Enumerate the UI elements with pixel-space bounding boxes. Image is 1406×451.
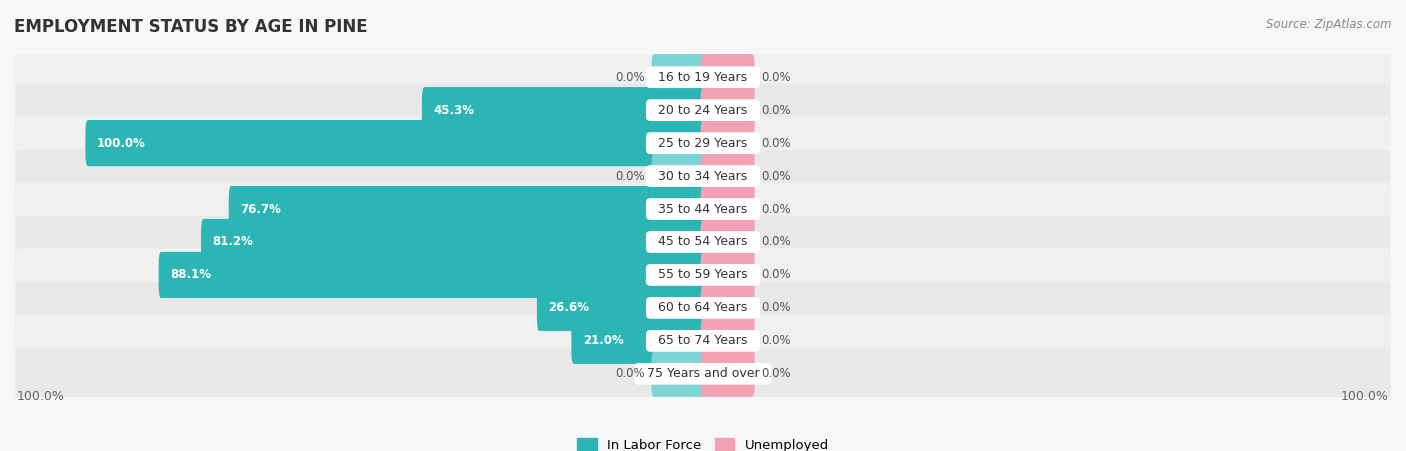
FancyBboxPatch shape bbox=[86, 120, 706, 166]
Text: 75 Years and over: 75 Years and over bbox=[638, 367, 768, 380]
FancyBboxPatch shape bbox=[159, 252, 706, 298]
FancyBboxPatch shape bbox=[700, 351, 755, 397]
FancyBboxPatch shape bbox=[651, 153, 706, 199]
FancyBboxPatch shape bbox=[700, 120, 755, 166]
FancyBboxPatch shape bbox=[15, 117, 1391, 170]
Text: 35 to 44 Years: 35 to 44 Years bbox=[651, 202, 755, 216]
Text: 25 to 29 Years: 25 to 29 Years bbox=[651, 137, 755, 150]
FancyBboxPatch shape bbox=[537, 285, 706, 331]
Text: 0.0%: 0.0% bbox=[762, 202, 792, 216]
Text: 0.0%: 0.0% bbox=[614, 71, 644, 84]
Text: 100.0%: 100.0% bbox=[17, 391, 65, 403]
Text: 21.0%: 21.0% bbox=[583, 334, 624, 347]
FancyBboxPatch shape bbox=[700, 186, 755, 232]
FancyBboxPatch shape bbox=[15, 281, 1391, 334]
Text: 81.2%: 81.2% bbox=[212, 235, 253, 249]
Text: 0.0%: 0.0% bbox=[762, 334, 792, 347]
FancyBboxPatch shape bbox=[201, 219, 706, 265]
Text: 55 to 59 Years: 55 to 59 Years bbox=[650, 268, 756, 281]
FancyBboxPatch shape bbox=[571, 318, 706, 364]
Text: 20 to 24 Years: 20 to 24 Years bbox=[651, 104, 755, 117]
Text: 45 to 54 Years: 45 to 54 Years bbox=[651, 235, 755, 249]
Text: 0.0%: 0.0% bbox=[762, 104, 792, 117]
FancyBboxPatch shape bbox=[15, 150, 1391, 202]
Text: 30 to 34 Years: 30 to 34 Years bbox=[651, 170, 755, 183]
FancyBboxPatch shape bbox=[651, 351, 706, 397]
FancyBboxPatch shape bbox=[15, 183, 1391, 235]
Text: 0.0%: 0.0% bbox=[614, 367, 644, 380]
FancyBboxPatch shape bbox=[15, 84, 1391, 137]
Text: 26.6%: 26.6% bbox=[548, 301, 589, 314]
Text: 0.0%: 0.0% bbox=[762, 268, 792, 281]
Text: 45.3%: 45.3% bbox=[433, 104, 475, 117]
FancyBboxPatch shape bbox=[15, 216, 1391, 268]
FancyBboxPatch shape bbox=[700, 252, 755, 298]
Text: 0.0%: 0.0% bbox=[762, 301, 792, 314]
FancyBboxPatch shape bbox=[15, 249, 1391, 301]
FancyBboxPatch shape bbox=[700, 219, 755, 265]
FancyBboxPatch shape bbox=[229, 186, 706, 232]
Legend: In Labor Force, Unemployed: In Labor Force, Unemployed bbox=[576, 438, 830, 451]
FancyBboxPatch shape bbox=[15, 314, 1391, 367]
FancyBboxPatch shape bbox=[700, 87, 755, 133]
FancyBboxPatch shape bbox=[700, 318, 755, 364]
Text: 0.0%: 0.0% bbox=[762, 235, 792, 249]
Text: 100.0%: 100.0% bbox=[1341, 391, 1389, 403]
Text: 100.0%: 100.0% bbox=[97, 137, 146, 150]
Text: 0.0%: 0.0% bbox=[762, 71, 792, 84]
Text: 16 to 19 Years: 16 to 19 Years bbox=[651, 71, 755, 84]
FancyBboxPatch shape bbox=[700, 54, 755, 100]
FancyBboxPatch shape bbox=[15, 347, 1391, 400]
Text: 0.0%: 0.0% bbox=[614, 170, 644, 183]
FancyBboxPatch shape bbox=[700, 153, 755, 199]
Text: 0.0%: 0.0% bbox=[762, 137, 792, 150]
FancyBboxPatch shape bbox=[422, 87, 706, 133]
FancyBboxPatch shape bbox=[651, 54, 706, 100]
Text: 0.0%: 0.0% bbox=[762, 170, 792, 183]
Text: 76.7%: 76.7% bbox=[240, 202, 281, 216]
FancyBboxPatch shape bbox=[15, 51, 1391, 104]
Text: Source: ZipAtlas.com: Source: ZipAtlas.com bbox=[1267, 18, 1392, 31]
Text: 0.0%: 0.0% bbox=[762, 367, 792, 380]
Text: EMPLOYMENT STATUS BY AGE IN PINE: EMPLOYMENT STATUS BY AGE IN PINE bbox=[14, 18, 368, 36]
FancyBboxPatch shape bbox=[700, 285, 755, 331]
Text: 60 to 64 Years: 60 to 64 Years bbox=[651, 301, 755, 314]
Text: 65 to 74 Years: 65 to 74 Years bbox=[651, 334, 755, 347]
Text: 88.1%: 88.1% bbox=[170, 268, 211, 281]
